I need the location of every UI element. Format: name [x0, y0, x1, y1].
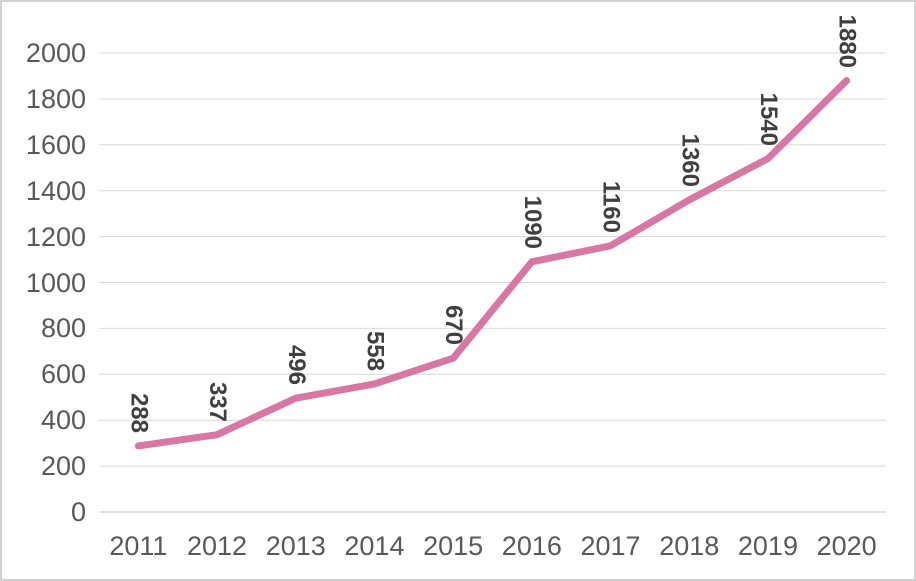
- data-label: 670: [440, 305, 468, 346]
- x-axis-label: 2015: [423, 531, 484, 561]
- data-label: 1360: [676, 133, 704, 187]
- x-axis-label: 2018: [659, 531, 720, 561]
- data-line: [134, 77, 851, 450]
- data-label: 1880: [833, 14, 861, 68]
- gridlines-group: [99, 52, 886, 513]
- data-label: 1090: [518, 195, 546, 249]
- y-axis-label: 1600: [25, 129, 86, 160]
- y-axis-label: 2000: [25, 38, 86, 68]
- series-lines-group: [134, 77, 851, 450]
- y-axis-label: 1800: [25, 83, 86, 114]
- data-label: 1160: [597, 180, 625, 233]
- x-axis-label: 2020: [816, 531, 877, 561]
- data-label: 337: [204, 381, 232, 422]
- data-label: 496: [282, 345, 310, 386]
- y-axis-label: 200: [40, 451, 86, 482]
- x-axis-label: 2016: [501, 531, 562, 561]
- y-axis-label: 800: [40, 313, 86, 344]
- x-axis-label: 2012: [187, 531, 248, 561]
- x-axis-label: 2014: [344, 531, 405, 561]
- y-axis-label: 1200: [25, 221, 86, 252]
- y-axis-label: 1000: [25, 267, 86, 298]
- x-axis-label: 2019: [737, 531, 798, 561]
- data-label: 1540: [754, 92, 782, 146]
- y-axis-label: 400: [40, 405, 86, 436]
- x-axis-label: 2011: [109, 531, 168, 561]
- y-axis-label: 1400: [25, 175, 86, 206]
- x-axis-label: 2013: [265, 531, 326, 561]
- data-label: 288: [125, 392, 153, 433]
- x-axis-label: 2017: [580, 531, 641, 561]
- y-axis-label: 600: [40, 359, 86, 390]
- data-label: 558: [361, 330, 389, 371]
- y-axis-label: 0: [70, 497, 86, 527]
